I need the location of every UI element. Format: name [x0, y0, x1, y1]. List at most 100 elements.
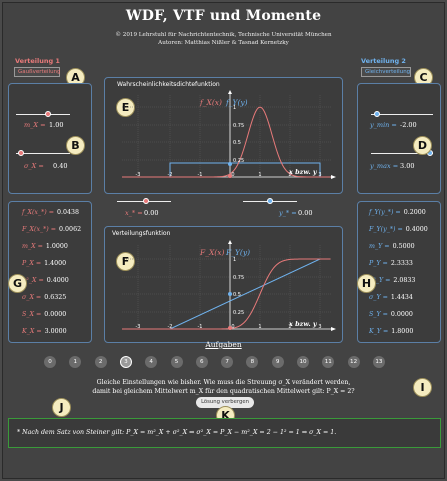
cdf-xtick-2: -1	[198, 324, 203, 330]
x-stat-row: K_X = 3.0000	[22, 328, 67, 335]
task-text-line2: damit bei gleichem Mittelwert m_X für de…	[92, 388, 355, 395]
copyright-line: © 2019 Lehrstuhl für Nachrichtentechnik,…	[115, 32, 332, 38]
cdf-x-arrow	[331, 327, 336, 331]
task-button-9[interactable]: 9	[271, 356, 284, 368]
y-stat-label: σ²_Y =	[369, 277, 391, 284]
ymin-slider-knob[interactable]	[374, 111, 381, 117]
mx-label: m_X =	[24, 121, 46, 129]
x-stat-value: 1.4000	[44, 260, 67, 267]
y-stat-value: 2.0833	[393, 277, 416, 284]
cdf-ytick-0: 1	[233, 257, 236, 263]
task-button-1[interactable]: 1	[69, 356, 82, 368]
cdf-legend-blue: F_Y(y)	[225, 248, 250, 257]
task-button-4[interactable]: 4	[145, 356, 158, 368]
y-stat-row: K_Y = 1.8000	[369, 328, 413, 335]
cdf-grid	[122, 245, 331, 328]
hide-solution-button[interactable]: Lösung verbergen	[196, 397, 254, 408]
task-button-10[interactable]: 10	[297, 356, 309, 368]
pdf-x-label: x bzw. y	[288, 168, 318, 176]
cdf-legend-red: F_X(x)	[199, 248, 224, 257]
cdf-ytick-1: 0.75	[233, 275, 244, 281]
y-stat-row: S_Y = 0.0000	[369, 311, 413, 318]
pdf-ytick-3: 0.25	[233, 158, 244, 164]
task-button-11[interactable]: 11	[322, 356, 335, 368]
x-stat-value: 0.0438	[57, 209, 80, 216]
task-button-6[interactable]: 6	[195, 356, 208, 368]
pdf-xs-marker	[228, 174, 232, 178]
pdf-xtick-4: 1	[258, 172, 261, 178]
sigmax-slider-track[interactable]	[16, 153, 70, 154]
task-button-7[interactable]: 7	[221, 356, 234, 368]
y-stat-label: σ_Y =	[369, 294, 388, 301]
ymax-label: y_max =	[370, 162, 399, 170]
solution-box: * Nach dem Satz von Steiner gilt: P_X = …	[8, 418, 441, 448]
badge-d: D	[413, 136, 432, 155]
cdf-plot-panel	[104, 226, 343, 343]
ys-slider-knob[interactable]	[267, 198, 273, 204]
cdf-xtick-4: 1	[258, 324, 261, 330]
cdf-ytick-3: 0.25	[233, 310, 244, 316]
tasks-heading: Aufgaben	[205, 340, 242, 349]
pdf-gauss-curve	[122, 106, 331, 178]
pdf-legend-red: f_X(x)	[199, 98, 222, 107]
ymin-label: y_min =	[370, 121, 397, 129]
y-stat-value: 1.8000	[391, 328, 414, 335]
x-stat-value: 0.0000	[44, 311, 67, 318]
task-button-13[interactable]: 13	[372, 356, 385, 368]
task-button-8[interactable]: 8	[246, 356, 259, 368]
task-button-2[interactable]: 2	[94, 356, 107, 368]
x-stat-label: σ²_X =	[22, 277, 44, 284]
xs-value: 0.00	[144, 209, 159, 217]
task-button-12[interactable]: 12	[347, 356, 360, 368]
xs-label: x_* =	[125, 209, 143, 217]
distribution1-heading: Verteilung 1	[15, 57, 60, 65]
y-stat-label: m_Y =	[369, 243, 390, 250]
pdf-plot-panel	[104, 77, 343, 194]
cdf-plot-title: Verteilungsfunktion	[112, 230, 171, 237]
sigmax-label: σ_X =	[24, 162, 44, 170]
mx-value: 1.00	[49, 121, 64, 129]
x-stat-value: 1.0000	[45, 243, 68, 250]
task-button-0[interactable]: 0	[44, 356, 56, 368]
cdf-xtick-3: 0	[231, 324, 234, 330]
ymax-value: 3.00	[400, 162, 415, 170]
ymax-slider-track[interactable]	[371, 153, 433, 154]
badge-b: B	[66, 136, 85, 155]
pdf-xtick-6: 3	[318, 172, 321, 178]
pdf-ys-marker	[228, 162, 232, 166]
distribution2-select[interactable]: Gleichverteilung	[361, 67, 411, 77]
pdf-xtick-2: -1	[198, 172, 203, 178]
badge-j: J	[52, 398, 71, 417]
x-stat-label: f_X(x_*) =	[22, 209, 55, 216]
x-stat-row: S_X = 0.0000	[22, 311, 66, 318]
y-stat-value: 2.3333	[390, 260, 413, 267]
task-button-5[interactable]: 5	[170, 356, 183, 368]
distribution1-stats-panel	[8, 201, 92, 343]
distribution1-select[interactable]: Gaußverteilung	[14, 67, 61, 77]
task-button-3[interactable]: 3	[119, 356, 132, 368]
xs-slider-knob[interactable]	[143, 198, 149, 204]
x-stat-value: 3.0000	[44, 328, 67, 335]
y-stat-row: f_Y(y_*) = 0.2000	[369, 209, 426, 216]
mx-slider-track[interactable]	[16, 114, 70, 115]
cdf-xs-marker	[228, 326, 232, 330]
y-stat-value: 0.5000	[392, 243, 415, 250]
x-stat-label: K_X =	[22, 328, 42, 335]
pdf-xtick-0: -3	[136, 172, 141, 178]
y-stat-row: σ_Y = 1.4434	[369, 294, 413, 301]
badge-e: E	[116, 98, 135, 117]
cdf-plot: -3 -2 -1 0 1 2 3 1 0.75 0.5 0.25 F_X(x) …	[122, 240, 336, 331]
cdf-x-label: x bzw. y	[288, 320, 318, 328]
y-stat-row: F_Y(y_*) = 0.4000	[369, 226, 428, 233]
pdf-ytick-2: 0.5	[233, 140, 241, 146]
ys-label: y_* =	[279, 209, 297, 217]
x-stat-row: σ²_X = 0.4000	[22, 277, 69, 284]
x-stat-row: σ_X = 0.6325	[22, 294, 66, 301]
mx-slider-knob[interactable]	[45, 111, 52, 117]
sigmax-slider-knob[interactable]	[18, 150, 25, 156]
pdf-grid	[122, 95, 331, 178]
ymin-slider-track[interactable]	[371, 114, 433, 115]
y-stat-row: σ²_Y = 2.0833	[369, 277, 415, 284]
x-stat-label: m_X =	[22, 243, 43, 250]
cdf-xtick-0: -3	[136, 324, 141, 330]
